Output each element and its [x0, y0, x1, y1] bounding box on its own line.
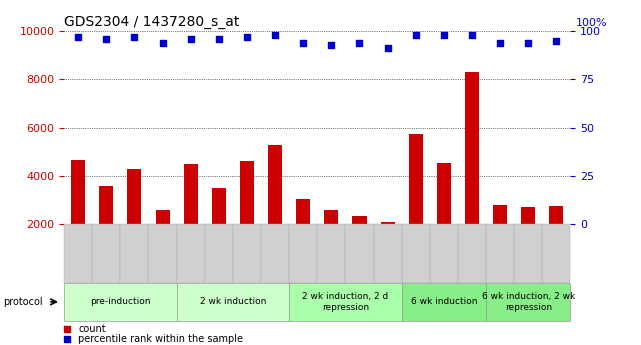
Text: 6 wk induction, 2 wk
repression: 6 wk induction, 2 wk repression — [481, 292, 575, 312]
Bar — [261, 224, 289, 283]
Bar — [71, 160, 85, 273]
Bar — [99, 186, 113, 273]
Point — [411, 32, 421, 38]
Text: 6 wk induction: 6 wk induction — [411, 297, 477, 306]
Text: percentile rank within the sample: percentile rank within the sample — [78, 334, 243, 344]
Bar — [156, 210, 170, 273]
Point — [158, 40, 168, 46]
Bar — [92, 224, 121, 283]
Bar — [486, 283, 570, 321]
Point — [495, 40, 505, 46]
Bar — [430, 224, 458, 283]
Point — [62, 327, 72, 332]
Point — [551, 38, 562, 43]
Bar — [549, 206, 563, 273]
Text: pre-induction: pre-induction — [90, 297, 151, 306]
Bar — [121, 224, 149, 283]
Bar — [317, 224, 345, 283]
Point — [73, 34, 83, 40]
Point — [62, 336, 72, 342]
Point — [438, 32, 449, 38]
Bar — [177, 283, 289, 321]
Bar — [493, 205, 507, 273]
Bar — [437, 163, 451, 273]
Bar — [233, 224, 261, 283]
Point — [298, 40, 308, 46]
Bar — [381, 222, 395, 273]
Bar — [128, 169, 142, 273]
Bar — [212, 188, 226, 273]
Point — [242, 34, 252, 40]
Point — [186, 36, 196, 41]
Bar — [296, 199, 310, 273]
Point — [354, 40, 365, 46]
Text: 2 wk induction, 2 d
repression: 2 wk induction, 2 d repression — [303, 292, 388, 312]
Point — [213, 36, 224, 41]
Text: protocol: protocol — [3, 297, 43, 307]
Point — [523, 40, 533, 46]
Bar — [542, 224, 570, 283]
Bar — [204, 224, 233, 283]
Bar — [345, 224, 374, 283]
Bar — [268, 145, 282, 273]
Point — [101, 36, 112, 41]
Text: 2 wk induction: 2 wk induction — [200, 297, 266, 306]
Point — [326, 42, 337, 47]
Bar — [353, 216, 367, 273]
Bar — [149, 224, 177, 283]
Point — [383, 46, 393, 51]
Bar — [465, 72, 479, 273]
Bar — [240, 161, 254, 273]
Point — [129, 34, 140, 40]
Bar — [486, 224, 514, 283]
Text: 100%: 100% — [576, 18, 608, 28]
Bar — [514, 224, 542, 283]
Bar — [402, 224, 430, 283]
Bar — [64, 283, 177, 321]
Bar — [521, 207, 535, 273]
Text: count: count — [78, 325, 106, 334]
Bar — [374, 224, 402, 283]
Bar — [289, 224, 317, 283]
Point — [270, 32, 280, 38]
Bar — [184, 164, 197, 273]
Point — [467, 32, 477, 38]
Bar — [458, 224, 486, 283]
Bar — [177, 224, 204, 283]
Bar — [324, 210, 338, 273]
Bar — [64, 224, 92, 283]
Bar — [289, 283, 402, 321]
Text: GDS2304 / 1437280_s_at: GDS2304 / 1437280_s_at — [64, 14, 240, 29]
Bar — [402, 283, 486, 321]
Bar — [409, 134, 423, 273]
